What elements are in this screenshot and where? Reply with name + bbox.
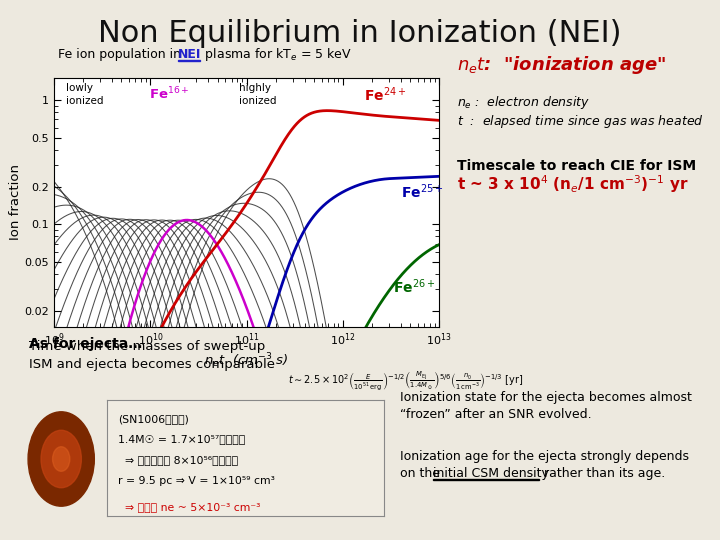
Text: As for ejecta…: As for ejecta… <box>29 338 142 352</box>
Text: t ~ 3 x 10$^4$ (n$_e$/1 cm$^{-3}$)$^{-1}$ yr: t ~ 3 x 10$^4$ (n$_e$/1 cm$^{-3}$)$^{-1}… <box>457 173 688 195</box>
Text: Fe$^{24+}$: Fe$^{24+}$ <box>364 86 406 104</box>
Text: ⇒ 現在の ne ~ 5×10⁻³ cm⁻³: ⇒ 現在の ne ~ 5×10⁻³ cm⁻³ <box>117 502 260 512</box>
Text: Fe$^{16+}$: Fe$^{16+}$ <box>149 86 190 103</box>
Text: $t \sim 2.5 \times 10^2 \left(\frac{E}{10^{51}\,\mathrm{erg}}\right)^{-1/2}\left: $t \sim 2.5 \times 10^2 \left(\frac{E}{1… <box>288 369 523 392</box>
Text: (SN1006の場合): (SN1006の場合) <box>117 414 189 423</box>
Text: Fe$^{25+}$: Fe$^{25+}$ <box>400 183 443 201</box>
Text: $n_e t$:  "ionization age": $n_e t$: "ionization age" <box>457 54 666 76</box>
X-axis label: $n_e t$  (cm$^{-3}$ s): $n_e t$ (cm$^{-3}$ s) <box>204 351 289 370</box>
Text: Fe$^{26+}$: Fe$^{26+}$ <box>393 277 436 295</box>
Y-axis label: Ion fraction: Ion fraction <box>9 165 22 240</box>
Text: $n_e$ :  electron density: $n_e$ : electron density <box>457 94 590 111</box>
Text: ⇒ 完全電離で 8×10⁵⁶個の電子: ⇒ 完全電離で 8×10⁵⁶個の電子 <box>117 455 238 465</box>
Text: Time when the masses of swept-up
ISM and ejecta becomes comparable: Time when the masses of swept-up ISM and… <box>29 340 275 372</box>
Text: highly
ionized: highly ionized <box>239 83 276 106</box>
Text: on the: on the <box>400 467 444 481</box>
Text: NEI: NEI <box>178 48 201 62</box>
Text: Ionization age for the ejecta strongly depends: Ionization age for the ejecta strongly d… <box>400 450 688 463</box>
Text: initial CSM density: initial CSM density <box>433 467 549 481</box>
Circle shape <box>28 412 94 506</box>
Text: rather than its age.: rather than its age. <box>540 467 665 481</box>
Text: Fe ion population in: Fe ion population in <box>58 48 184 62</box>
Text: “frozen” after an SNR evolved.: “frozen” after an SNR evolved. <box>400 408 591 421</box>
Text: plasma for kT$_e$ = 5 keV: plasma for kT$_e$ = 5 keV <box>201 46 352 63</box>
Text: $t$  :  elapsed time since gas was heated: $t$ : elapsed time since gas was heated <box>457 113 704 130</box>
Text: r = 9.5 pc ⇒ V = 1×10⁵⁹ cm³: r = 9.5 pc ⇒ V = 1×10⁵⁹ cm³ <box>117 476 274 486</box>
Circle shape <box>41 430 81 488</box>
Text: lowly
ionized: lowly ionized <box>66 83 103 106</box>
Circle shape <box>53 447 70 471</box>
Text: Non Equilibrium in Ionization (NEI): Non Equilibrium in Ionization (NEI) <box>98 19 622 48</box>
Text: Ionization state for the ejecta becomes almost: Ionization state for the ejecta becomes … <box>400 390 691 404</box>
Text: 1.4M☉ = 1.7×10⁵⁷個の核子: 1.4M☉ = 1.7×10⁵⁷個の核子 <box>117 434 245 444</box>
Text: Timescale to reach CIE for ISM: Timescale to reach CIE for ISM <box>457 159 696 173</box>
